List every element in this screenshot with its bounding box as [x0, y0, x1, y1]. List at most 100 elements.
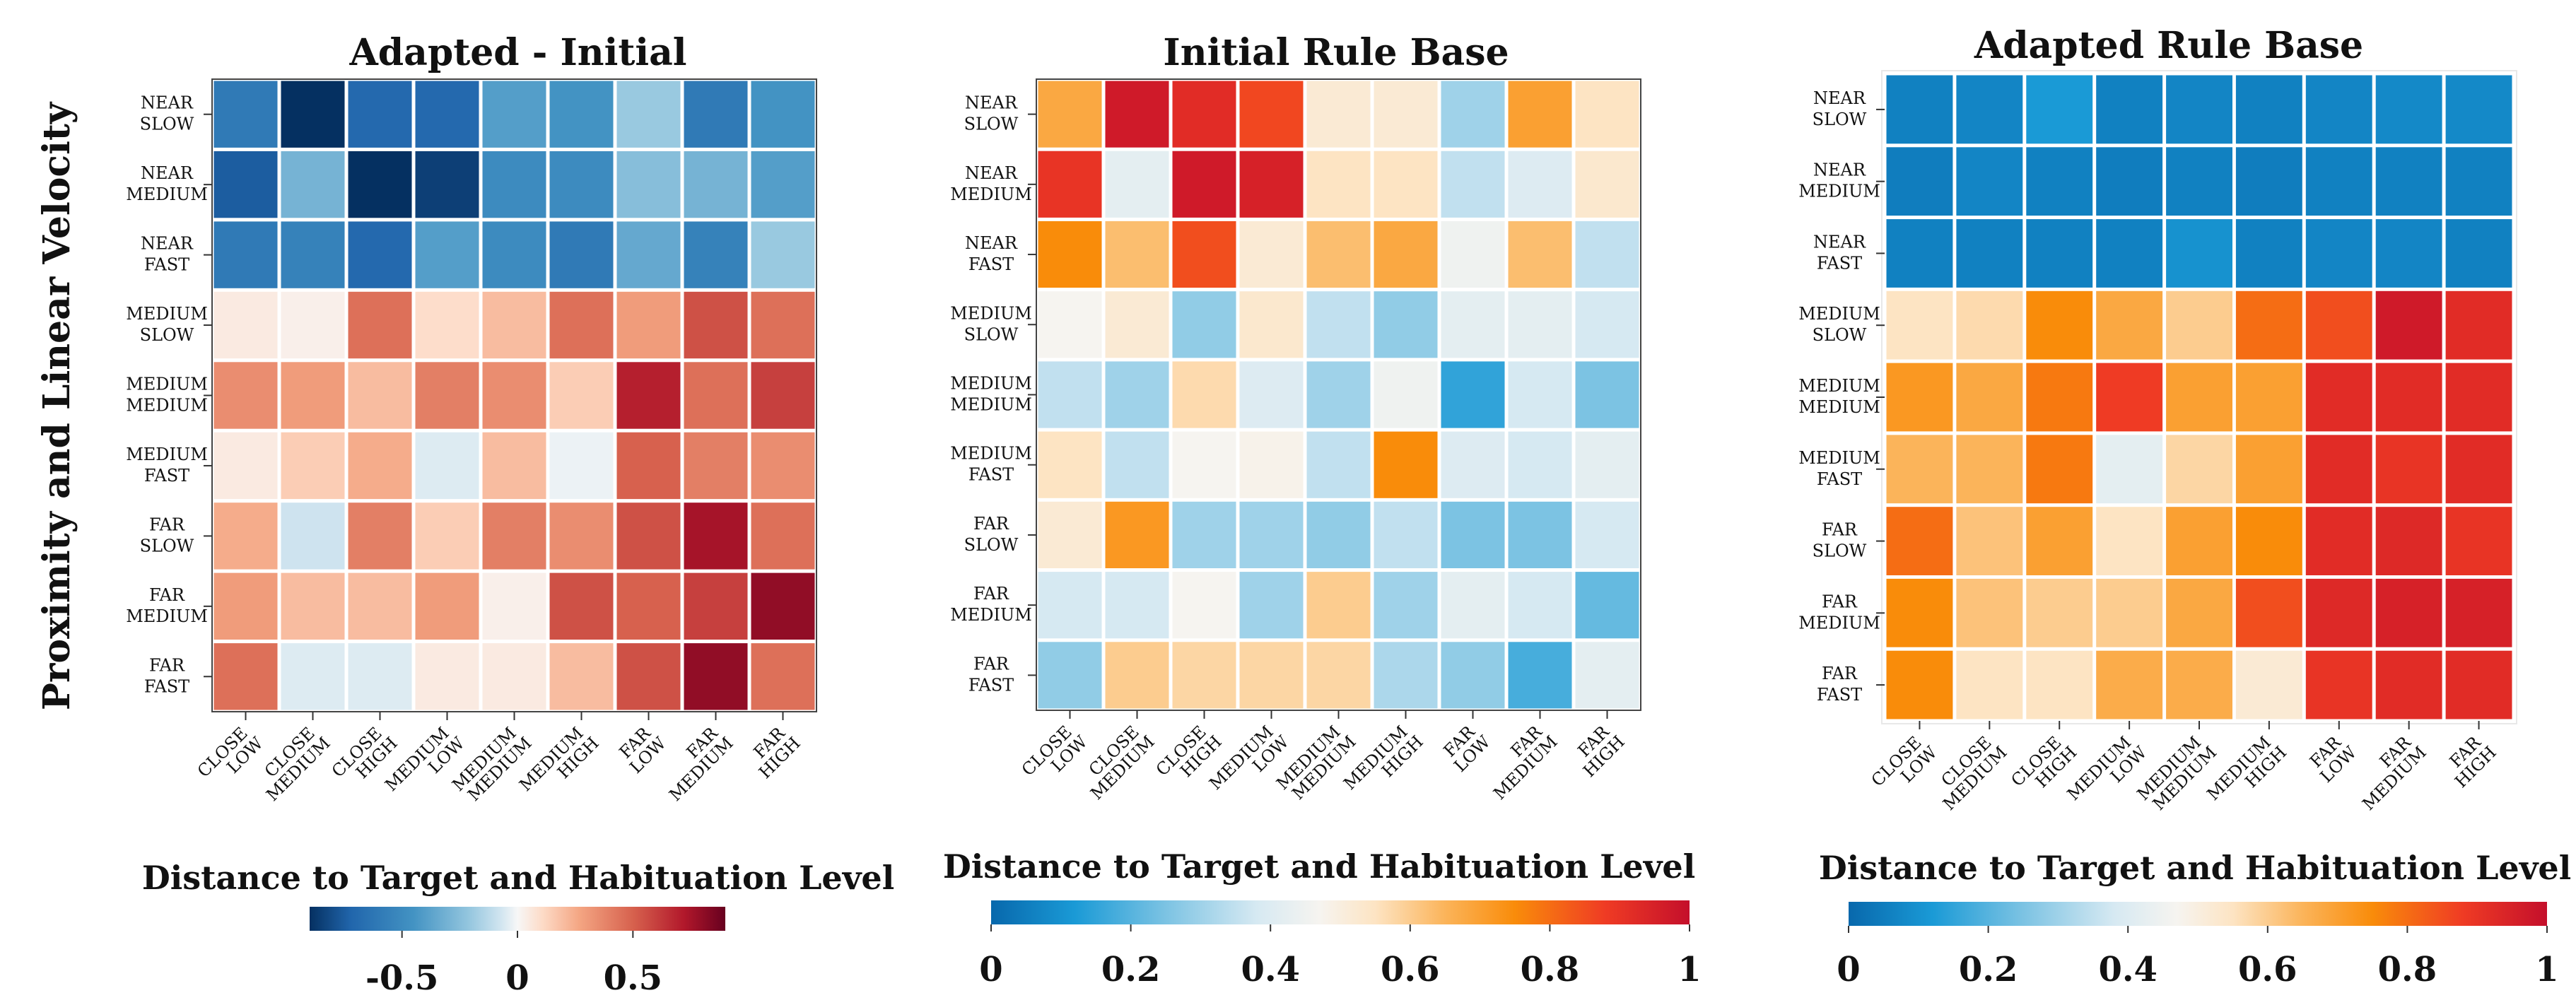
heatmap-cell	[1374, 151, 1438, 218]
heatmap-cell	[1172, 361, 1236, 428]
heatmap-cell	[2375, 363, 2442, 432]
row-label-line-1: FAR	[149, 515, 185, 534]
chart-3-title: Adapted Rule Base	[1974, 24, 2363, 67]
heatmap-cell	[2026, 507, 2093, 575]
heatmap-cell	[1239, 642, 1304, 709]
row-label-line-2: MEDIUM	[950, 395, 1032, 415]
row-label: MEDIUM FAST	[950, 444, 1032, 485]
row-label-line-1: MEDIUM	[1798, 448, 1880, 468]
chart-2-title: Initial Rule Base	[1163, 31, 1509, 74]
heatmap-cell	[1575, 291, 1639, 358]
heatmap-cell	[549, 643, 614, 710]
row-label-line-1: FAR	[1822, 664, 1858, 683]
heatmap-cell	[684, 502, 748, 570]
heatmap-cell	[2235, 578, 2302, 647]
heatmap-cell	[751, 432, 815, 500]
row-label: FAR SLOW	[140, 515, 194, 556]
heatmap-cell	[2375, 219, 2442, 288]
heatmap-cell	[1886, 147, 1953, 216]
heatmap-cell	[549, 291, 614, 359]
heatmap-cell	[1886, 219, 1953, 288]
heatmap-cell	[2445, 75, 2512, 144]
row-label: FAR MEDIUM	[126, 585, 208, 626]
heatmap-cell	[2375, 435, 2442, 504]
colorbar-tick-label: 0	[1837, 950, 1860, 989]
heatmap-cell	[2235, 650, 2302, 719]
heatmap-cell	[213, 432, 278, 500]
heatmap-cell	[281, 221, 345, 288]
heatmap-cell	[1441, 221, 1505, 288]
heatmap-cell	[1105, 361, 1169, 428]
row-label: MEDIUM FAST	[126, 445, 208, 486]
heatmap-cell	[1508, 361, 1572, 428]
row-label: NEAR FAST	[141, 234, 194, 275]
row-label: MEDIUM SLOW	[126, 304, 208, 345]
heatmap-cell	[482, 81, 546, 148]
heatmap-cell	[751, 572, 815, 640]
heatmap-cell	[616, 81, 681, 148]
colorbar-tick-label: -0.5	[365, 958, 438, 998]
row-label-line-1: MEDIUM	[950, 303, 1032, 323]
heatmap-cell	[1239, 501, 1304, 568]
heatmap-cell	[1886, 363, 1953, 432]
heatmap-cell	[1105, 572, 1169, 639]
heatmap-cell	[415, 572, 479, 640]
row-label: FAR SLOW	[964, 514, 1019, 555]
heatmap-cell	[1441, 81, 1505, 148]
row-label: NEAR MEDIUM	[1798, 160, 1880, 201]
heatmap-cell	[2096, 147, 2163, 216]
heatmap-cell	[2166, 578, 2232, 647]
heatmap-cell	[684, 432, 748, 500]
heatmap-cell	[213, 81, 278, 148]
row-label-line-2: FAST	[968, 254, 1014, 274]
heatmap-cell	[1886, 507, 1953, 575]
heatmap-cell	[1306, 572, 1371, 639]
heatmap-cell	[2305, 363, 2372, 432]
heatmap-cell	[1038, 642, 1102, 709]
row-label: FAR FAST	[968, 654, 1014, 695]
heatmap-cell	[1172, 221, 1236, 288]
row-label: NEAR FAST	[965, 233, 1018, 274]
heatmap-cell	[2305, 147, 2372, 216]
heatmap-cell	[1239, 291, 1304, 358]
heatmap-cell	[2305, 578, 2372, 647]
heatmap-cell	[616, 432, 681, 500]
heatmap-cell	[2166, 219, 2232, 288]
heatmap-cell	[348, 151, 412, 218]
row-label-line-1: MEDIUM	[126, 375, 208, 394]
heatmap-cell	[1575, 151, 1639, 218]
heatmap-cell	[1239, 572, 1304, 639]
heatmap-cell	[2445, 147, 2512, 216]
colorbar-tick-label: 1	[2535, 950, 2558, 989]
heatmap-cell	[684, 151, 748, 218]
heatmap-cell	[1956, 147, 2023, 216]
heatmap-cell	[1105, 431, 1169, 498]
heatmap-cell	[1374, 501, 1438, 568]
heatmap-cell	[1886, 578, 1953, 647]
row-label: MEDIUM MEDIUM	[950, 374, 1032, 415]
colorbar-1-title: Distance to Target and Habituation Level	[142, 859, 894, 897]
heatmap-cell	[684, 221, 748, 288]
row-label-line-2: SLOW	[140, 325, 194, 345]
row-label: FAR SLOW	[1813, 520, 1867, 561]
heatmap-cell	[2096, 75, 2163, 144]
row-label: NEAR SLOW	[964, 93, 1019, 134]
heatmap-cell	[281, 643, 345, 710]
heatmap-cell	[684, 362, 748, 429]
row-label: FAR FAST	[144, 655, 189, 696]
heatmap-cell	[751, 221, 815, 288]
colorbar-tick-label: 0.6	[1381, 950, 1440, 989]
heatmap-cell	[1441, 642, 1505, 709]
heatmap-cell	[213, 291, 278, 359]
row-label-line-1: NEAR	[141, 163, 194, 183]
heatmap-cell	[348, 81, 412, 148]
heatmap-cell	[2235, 75, 2302, 144]
heatmap-cell	[415, 81, 479, 148]
heatmap-cell	[1172, 291, 1236, 358]
colorbar-3-ticks: 0 0.2 0.4 0.6 0.8 1	[1837, 926, 2559, 989]
heatmap-cell	[1038, 431, 1102, 498]
colorbar-3	[1849, 902, 2547, 926]
row-label-line-1: FAR	[149, 585, 185, 605]
row-label-line-1: FAR	[149, 655, 185, 675]
